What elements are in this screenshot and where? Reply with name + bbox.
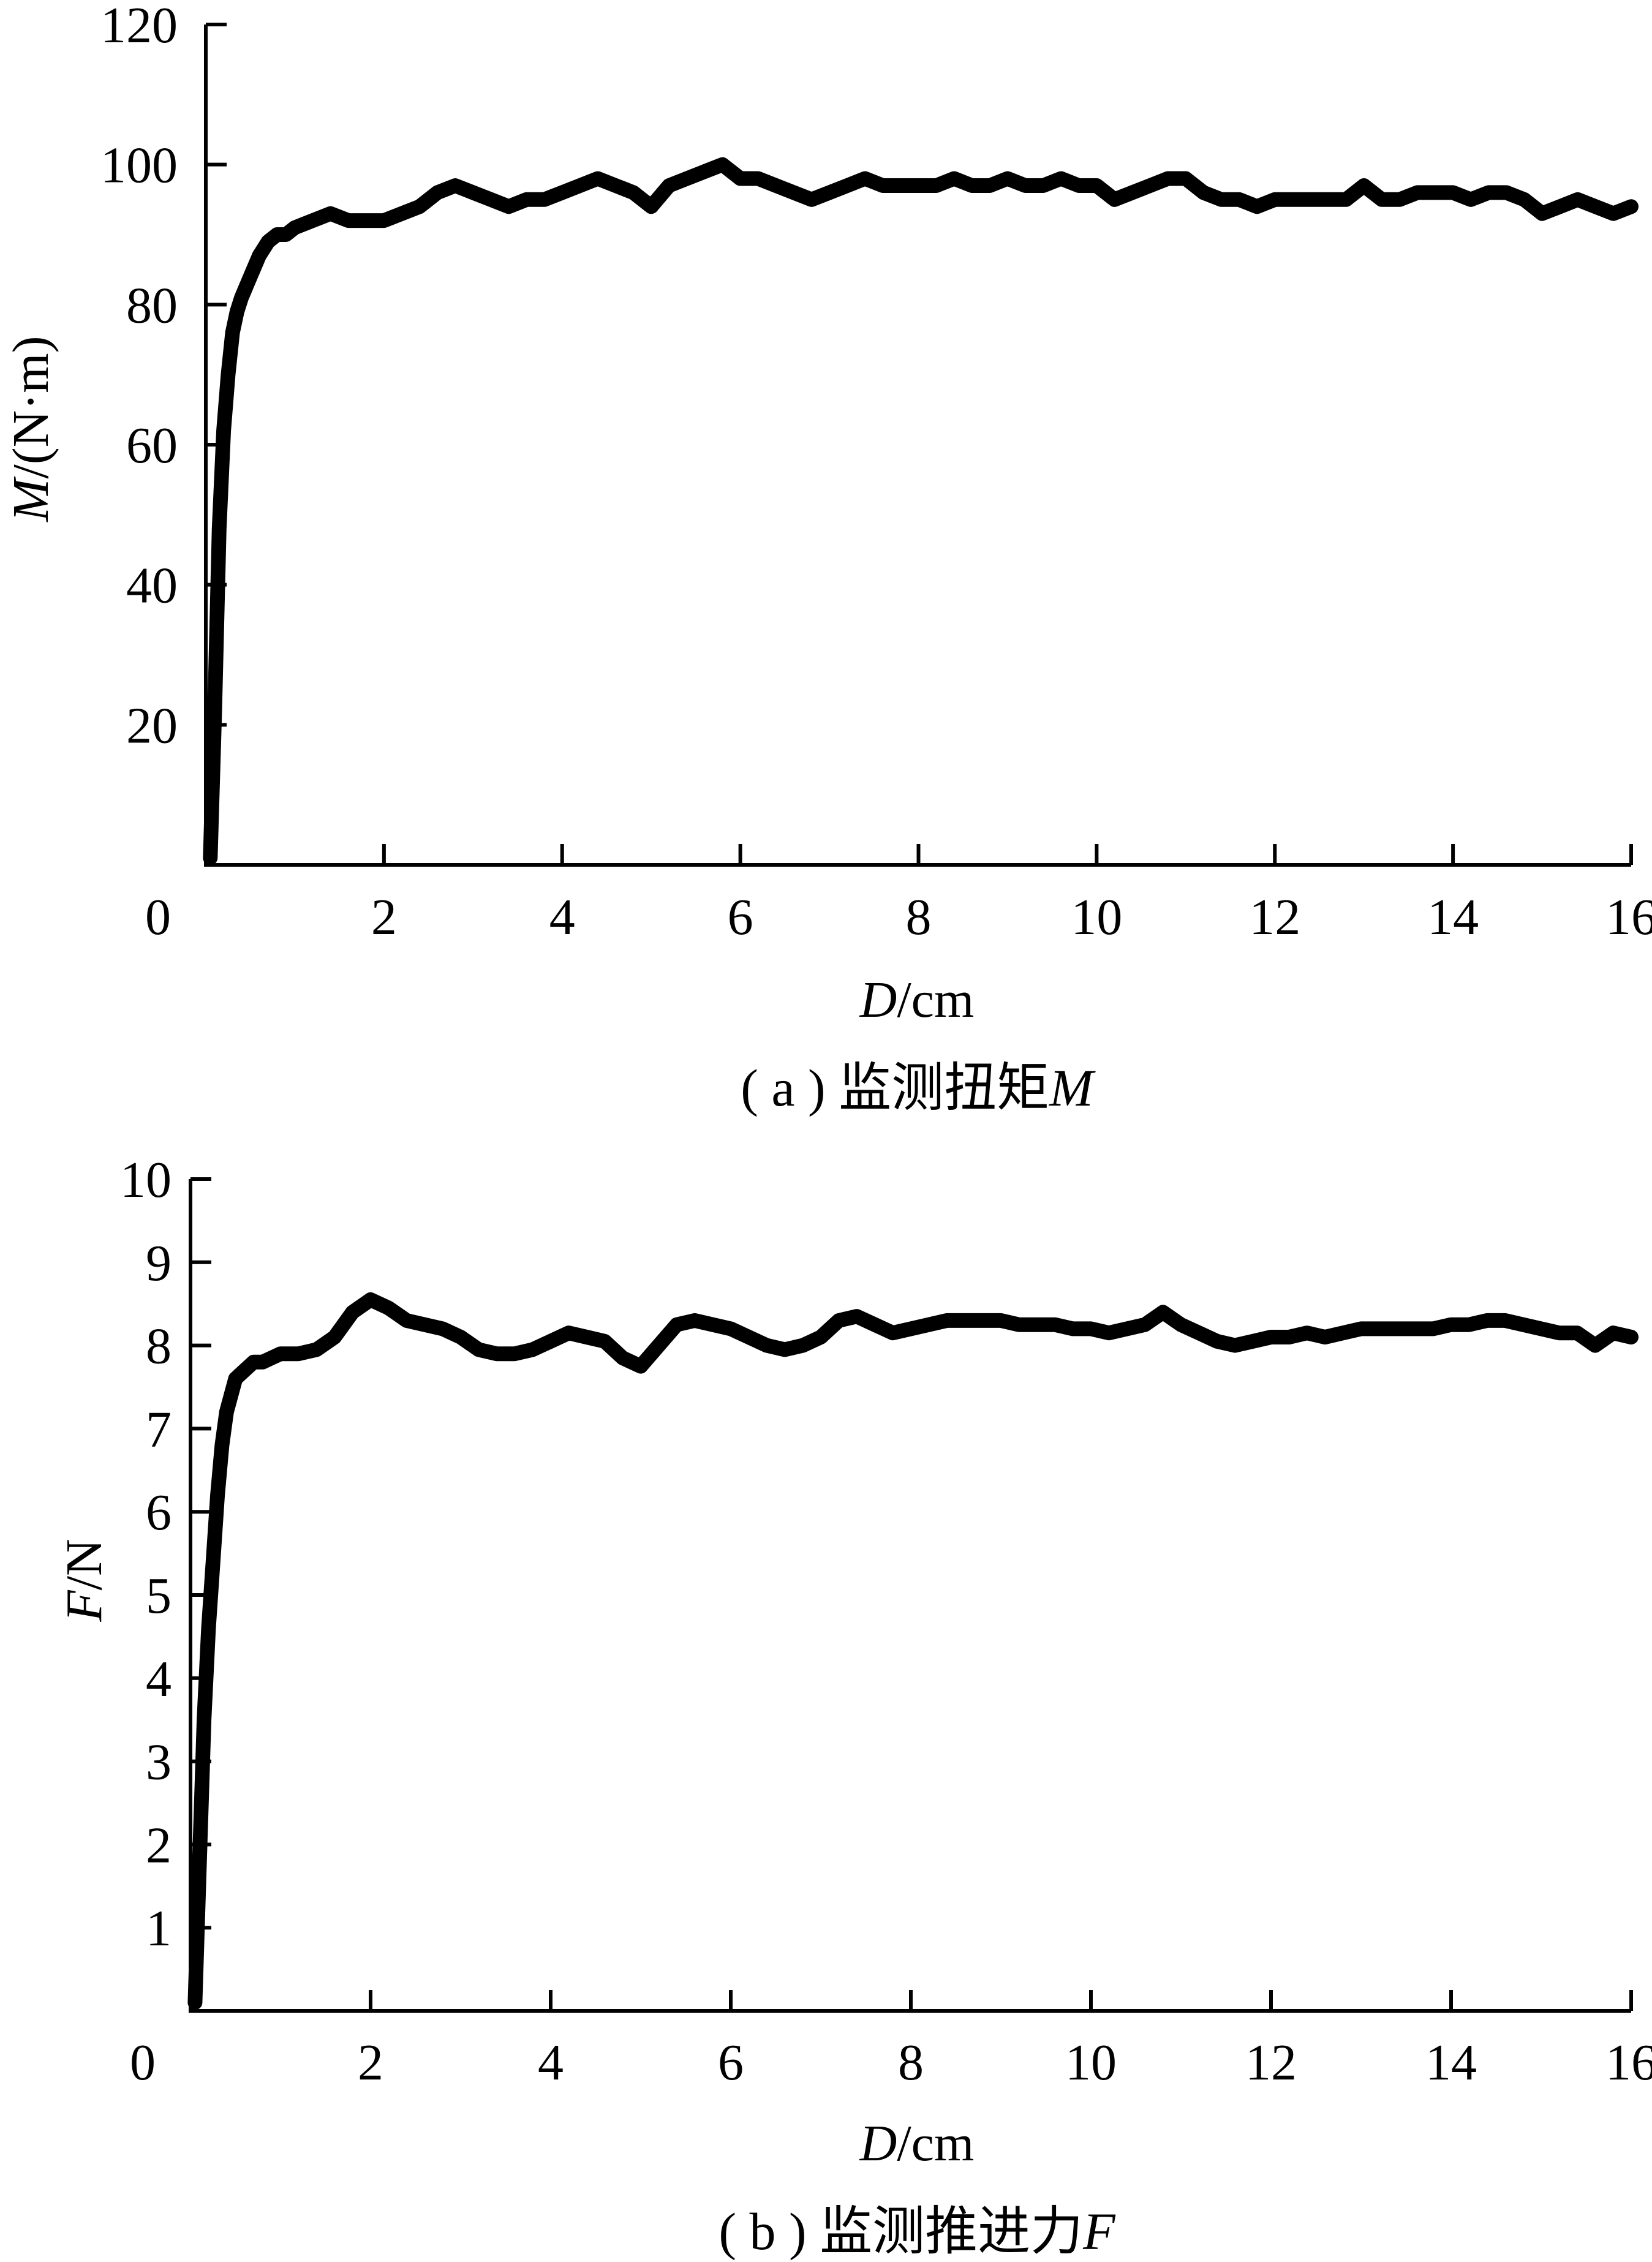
y-tick-label: 3 <box>146 1734 172 1791</box>
panel-a-y-axis-label: M/(N·m) <box>2 336 59 522</box>
panel-b-x-axis-label: D/cm <box>859 2115 975 2172</box>
x-tick-label: 6 <box>718 2034 744 2091</box>
panel-a-series-line <box>203 157 1639 865</box>
y-tick-label: 5 <box>146 1567 172 1624</box>
x-tick-label: 12 <box>1245 2034 1297 2091</box>
y-tick-label: 100 <box>100 137 178 194</box>
x-tick-label: 10 <box>1071 889 1122 946</box>
x-tick-label: 8 <box>898 2034 924 2091</box>
x-tick-label: 2 <box>371 889 397 946</box>
y-tick-label: 60 <box>126 417 178 474</box>
x-tick-label: 8 <box>906 889 932 946</box>
x-tick-label: 4 <box>538 2034 564 2091</box>
y-tick-label: 8 <box>146 1318 172 1375</box>
x-tick-label: 0 <box>130 2034 156 2091</box>
panel-a-x-axis-label: D/cm <box>859 971 975 1028</box>
x-tick-label: 14 <box>1427 889 1479 946</box>
panel-a-y-axis-symbol: M <box>2 477 59 522</box>
x-tick-label: 16 <box>1605 2034 1652 2091</box>
x-tick-label: 12 <box>1249 889 1300 946</box>
y-tick-label: 80 <box>126 277 178 334</box>
panel-b-y-axis-symbol: F <box>56 1589 113 1623</box>
panel-a-x-axis-symbol: D <box>859 971 897 1028</box>
panel-a-x-axis-unit: /cm <box>897 971 974 1028</box>
panel-b-y-axis-unit: /N <box>56 1539 113 1590</box>
panel-b-caption-prefix: ( b ) 监测推进力 <box>719 2202 1083 2261</box>
panel-a-caption-prefix: ( a ) 监测扭矩 <box>741 1058 1049 1117</box>
panel-b-x-axis-unit: /cm <box>897 2115 974 2172</box>
x-tick-label: 6 <box>728 889 753 946</box>
x-tick-label: 10 <box>1065 2034 1117 2091</box>
panel-b-y-axis-label: F/N <box>56 1539 113 1622</box>
y-tick-label: 6 <box>146 1484 172 1541</box>
y-tick-label: 20 <box>126 697 178 754</box>
panel-b-axes <box>189 1179 1631 2013</box>
x-tick-label: 14 <box>1425 2034 1477 2091</box>
panel-a-caption-symbol: M <box>1048 1058 1096 1117</box>
panel-a-y-axis-unit: /(N·m) <box>2 336 59 478</box>
x-tick-label: 0 <box>145 889 171 946</box>
y-tick-label: 40 <box>126 557 178 614</box>
x-tick-label: 2 <box>358 2034 383 2091</box>
panel-b-caption: ( b ) 监测推进力F <box>719 2202 1116 2261</box>
x-tick-label: 4 <box>549 889 575 946</box>
panel-a-tick-marks <box>206 23 1633 865</box>
y-tick-label: 10 <box>120 1152 172 1208</box>
y-tick-label: 120 <box>100 0 178 54</box>
y-tick-label: 7 <box>146 1401 172 1458</box>
y-tick-label: 9 <box>146 1235 172 1292</box>
panel-b-x-axis-symbol: D <box>859 2115 897 2172</box>
x-tick-label: 16 <box>1605 889 1652 946</box>
panel-b-series-line <box>187 1292 1639 2010</box>
panel-b-caption-symbol: F <box>1082 2202 1116 2261</box>
y-tick-label: 4 <box>146 1651 172 1708</box>
y-tick-label: 1 <box>146 1900 172 1957</box>
panel-a-caption: ( a ) 监测扭矩M <box>741 1058 1096 1117</box>
y-tick-label: 2 <box>146 1817 172 1874</box>
panel-a-tick-labels: 0 2 4 6 8 10 12 14 16 20 40 60 80 100 120 <box>100 0 1652 946</box>
